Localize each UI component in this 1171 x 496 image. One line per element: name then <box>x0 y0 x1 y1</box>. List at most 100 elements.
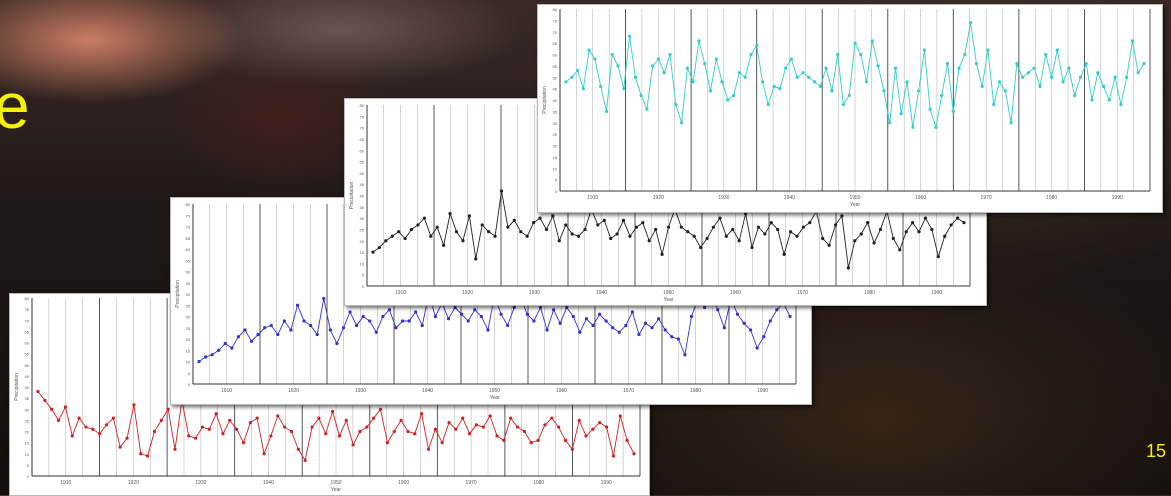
data-point <box>466 319 470 323</box>
data-point <box>203 355 208 359</box>
data-point <box>905 80 909 84</box>
data-point <box>872 241 876 245</box>
data-point <box>602 218 606 222</box>
x-tick-label: 1930 <box>529 290 540 296</box>
data-point <box>365 425 369 429</box>
data-point <box>691 80 695 84</box>
y-tick-label: 70 <box>360 126 365 131</box>
data-point <box>616 64 620 68</box>
x-tick-label: 1980 <box>1046 195 1057 201</box>
series-line <box>37 391 635 462</box>
y-tick-label: 5 <box>27 463 30 468</box>
data-point <box>387 308 392 312</box>
data-point <box>683 353 687 357</box>
data-point <box>795 234 799 238</box>
data-point <box>413 432 417 436</box>
data-point <box>1055 48 1059 52</box>
data-point <box>789 57 794 61</box>
data-point <box>853 41 857 45</box>
y-tick-label: 80 <box>360 103 365 108</box>
data-point <box>193 436 198 440</box>
data-point <box>36 389 40 394</box>
y-tick-label: 5 <box>555 178 558 183</box>
data-point <box>755 43 759 48</box>
data-point <box>214 412 218 416</box>
data-point <box>545 328 549 332</box>
data-point <box>217 348 221 352</box>
data-point <box>674 102 678 107</box>
data-point <box>173 447 177 451</box>
data-point <box>878 227 883 232</box>
y-tick-label: 50 <box>360 171 365 176</box>
data-point <box>888 121 892 125</box>
data-point <box>324 432 328 436</box>
y-tick-label: 35 <box>360 205 365 210</box>
y-tick-label: 10 <box>25 452 30 457</box>
y-tick-label: 20 <box>360 239 365 244</box>
data-point <box>243 328 247 332</box>
data-point <box>403 236 407 241</box>
data-point <box>617 330 621 334</box>
data-point <box>795 75 799 79</box>
y-tick-label: 70 <box>186 225 191 230</box>
y-tick-label: 35 <box>553 109 558 114</box>
data-point <box>576 234 581 238</box>
data-point <box>1119 102 1123 107</box>
x-tick-label: 1940 <box>784 195 795 201</box>
data-point <box>422 216 426 220</box>
data-point <box>506 225 510 229</box>
data-point <box>98 432 102 436</box>
data-point <box>812 80 817 84</box>
data-point <box>755 346 759 350</box>
data-point <box>467 432 472 436</box>
data-point <box>50 407 54 411</box>
y-tick-label: 75 <box>25 307 30 312</box>
data-point <box>197 359 201 364</box>
data-point <box>295 303 300 307</box>
y-tick-label: 70 <box>553 30 558 35</box>
data-point <box>833 223 838 227</box>
data-point <box>506 323 510 328</box>
data-point <box>625 438 629 442</box>
data-point <box>762 335 766 339</box>
data-point <box>911 221 915 225</box>
data-point <box>509 416 513 420</box>
data-point <box>400 319 405 323</box>
data-point <box>708 89 713 93</box>
data-point <box>703 62 707 66</box>
data-point <box>726 98 730 102</box>
data-point <box>529 441 533 445</box>
data-point <box>951 109 955 113</box>
y-tick-label: 60 <box>186 247 191 252</box>
y-tick-label: 30 <box>25 407 30 412</box>
y-axis-title: Precipitation <box>349 182 355 210</box>
data-point <box>269 434 273 438</box>
y-tick-label: 30 <box>553 121 558 126</box>
data-point <box>769 221 773 225</box>
y-tick-label: 20 <box>553 144 558 149</box>
data-point <box>557 425 561 429</box>
data-point <box>374 330 378 334</box>
data-point <box>737 239 741 243</box>
data-point <box>461 416 465 420</box>
data-point <box>604 109 609 113</box>
data-point <box>1032 66 1036 70</box>
data-point <box>1044 52 1048 57</box>
data-point <box>591 427 595 431</box>
data-point <box>716 308 720 312</box>
x-tick-label: 1990 <box>757 388 768 394</box>
data-point <box>697 39 701 43</box>
y-tick-label: 75 <box>553 18 558 23</box>
x-tick-label: 1930 <box>355 388 366 394</box>
data-point <box>385 441 389 445</box>
data-point <box>853 239 857 243</box>
data-point <box>571 314 575 319</box>
data-point <box>1009 121 1013 125</box>
data-point <box>763 232 767 236</box>
data-point <box>337 434 342 438</box>
y-axis-title: Precipitation <box>542 86 548 114</box>
data-point <box>685 66 689 70</box>
data-point <box>778 87 782 91</box>
data-point <box>84 425 88 429</box>
